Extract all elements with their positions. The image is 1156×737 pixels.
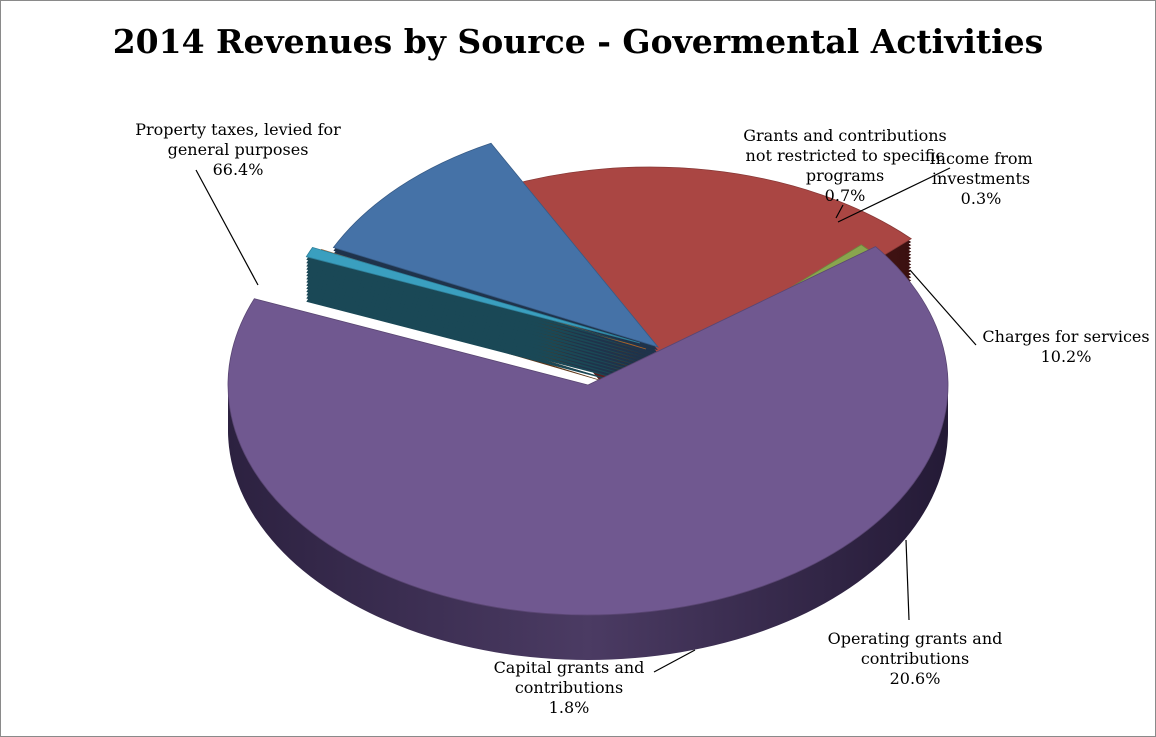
pie-slice-top-property <box>227 246 949 616</box>
pie-slice-top-charges <box>332 142 660 348</box>
slice-label-operating: Operating grants and contributions 20.6% <box>828 629 1003 688</box>
leader-line-grants_unrestricted <box>835 204 844 219</box>
pie-slice-property <box>227 246 949 660</box>
slice-label-property: Property taxes, levied for general purpos… <box>135 120 341 179</box>
chart-title: 2014 Revenues by Source - Govermental Ac… <box>112 22 1044 61</box>
pie-slice-operating <box>482 166 912 442</box>
leader-line-property <box>195 169 259 286</box>
slice-label-grants_unrestricted: Grants and contributions not restricted t… <box>743 126 947 205</box>
slice-label-capital: Capital grants and contributions 1.8% <box>494 658 645 717</box>
slice-label-investments: Income from investments 0.3% <box>929 149 1032 208</box>
leader-line-capital <box>653 649 696 673</box>
pie-slice-grants_unrestricted <box>305 246 641 388</box>
leader-line-charges <box>909 269 977 346</box>
pie-slice-top-grants_unrestricted <box>305 246 641 344</box>
leader-line-operating <box>905 539 910 621</box>
leader-line-investments <box>837 167 951 223</box>
slice-label-charges: Charges for services 10.2% <box>982 327 1149 366</box>
pie-slice-top-operating <box>482 166 912 398</box>
